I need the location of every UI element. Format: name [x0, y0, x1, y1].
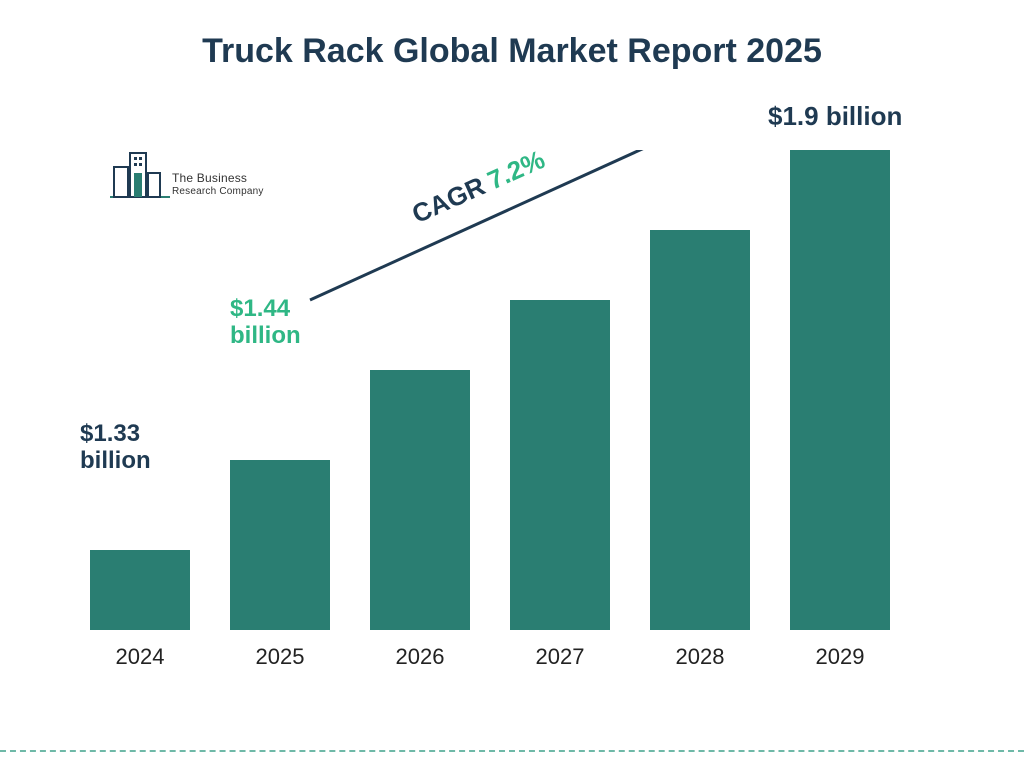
plot-area: CAGR7.2% $1.33billion$1.44billion$1.9 bi… [90, 150, 930, 630]
footer-dashed-line [0, 750, 1024, 752]
value-label: $1.44billion [230, 295, 301, 350]
chart-title: Truck Rack Global Market Report 2025 [0, 32, 1024, 71]
x-tick-label: 2027 [510, 644, 610, 670]
cagr-value: 7.2% [483, 144, 549, 196]
value-label: $1.9 billion [768, 102, 902, 132]
bar [510, 300, 610, 630]
bar [790, 150, 890, 630]
x-tick-label: 2029 [790, 644, 890, 670]
x-tick-label: 2028 [650, 644, 750, 670]
x-tick-label: 2024 [90, 644, 190, 670]
cagr-word: CAGR [407, 171, 489, 230]
cagr-label: CAGR7.2% [407, 144, 549, 230]
bar [370, 370, 470, 630]
x-tick-label: 2026 [370, 644, 470, 670]
x-axis-labels: 2024 2025 2026 2027 2028 2029 [90, 634, 930, 670]
bar [650, 230, 750, 630]
bar [90, 550, 190, 630]
x-tick-label: 2025 [230, 644, 330, 670]
value-label: $1.33billion [80, 420, 151, 475]
bar [230, 460, 330, 630]
bar-chart: CAGR7.2% $1.33billion$1.44billion$1.9 bi… [90, 150, 930, 670]
